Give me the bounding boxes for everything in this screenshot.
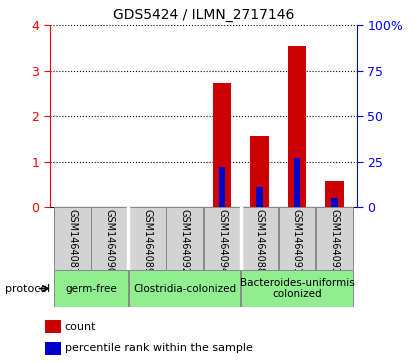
FancyBboxPatch shape (91, 207, 128, 270)
Text: GSM1464090: GSM1464090 (105, 209, 115, 274)
Text: Bacteroides-uniformis
colonized: Bacteroides-uniformis colonized (239, 278, 354, 299)
FancyBboxPatch shape (278, 207, 315, 270)
Bar (331, 198, 338, 207)
Bar (45, 320, 61, 333)
FancyBboxPatch shape (204, 207, 240, 270)
FancyBboxPatch shape (129, 207, 166, 270)
Title: GDS5424 / ILMN_2717146: GDS5424 / ILMN_2717146 (112, 8, 294, 22)
Text: percentile rank within the sample: percentile rank within the sample (65, 343, 253, 354)
FancyBboxPatch shape (129, 270, 240, 307)
FancyBboxPatch shape (241, 270, 353, 307)
Bar (213, 83, 232, 207)
Text: GSM1464089: GSM1464089 (142, 209, 152, 274)
Text: count: count (65, 322, 96, 332)
Bar (325, 180, 344, 207)
Text: GSM1464087: GSM1464087 (67, 209, 77, 274)
Bar (250, 136, 269, 207)
Bar (256, 187, 263, 207)
Text: germ-free: germ-free (65, 284, 117, 294)
FancyBboxPatch shape (316, 207, 353, 270)
Text: GSM1464092: GSM1464092 (180, 209, 190, 274)
Text: GSM1464094: GSM1464094 (217, 209, 227, 274)
Text: GSM1464093: GSM1464093 (330, 209, 339, 274)
FancyBboxPatch shape (166, 207, 203, 270)
Bar (294, 158, 300, 207)
FancyBboxPatch shape (54, 270, 128, 307)
Text: protocol: protocol (5, 284, 50, 294)
Bar (288, 46, 306, 207)
Text: GSM1464088: GSM1464088 (254, 209, 264, 274)
Bar (219, 167, 225, 207)
Bar (45, 342, 61, 355)
Text: Clostridia-colonized: Clostridia-colonized (133, 284, 236, 294)
Text: GSM1464091: GSM1464091 (292, 209, 302, 274)
FancyBboxPatch shape (54, 207, 90, 270)
FancyBboxPatch shape (241, 207, 278, 270)
